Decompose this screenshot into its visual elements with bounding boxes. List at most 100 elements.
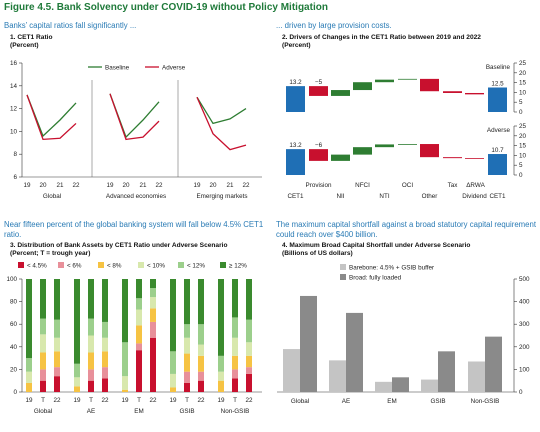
panel4-broad-bar (346, 312, 363, 392)
panel2-scenario-label: Adverse (487, 127, 511, 134)
panel3-stack-segment (54, 337, 60, 352)
panel3-group-label: AE (87, 408, 95, 415)
panel4-title: 4. Maximum Broad Capital Shortfall under… (282, 242, 470, 258)
panel3-legend-label: < 12% (187, 263, 205, 270)
panel3-stack-segment (150, 337, 156, 392)
panel3-stack-segment (136, 325, 142, 344)
panel1-x-tick-label: 19 (23, 182, 31, 189)
panel3-stack-segment (88, 352, 94, 370)
panel3-stack-segment (198, 279, 204, 325)
panel3-stack-segment (26, 382, 32, 392)
panel3-group-label: GSIB (179, 408, 194, 415)
panel3-stack-segment (102, 279, 108, 322)
panel3-stack-segment (184, 279, 190, 325)
panel2-start-value-label: 13.2 (289, 142, 302, 149)
panel3-stack-segment (246, 355, 252, 368)
panel3-legend-swatch (98, 262, 104, 268)
panel1-y-tick-label: 10 (10, 128, 18, 135)
panel3-y-tick-label: 80 (10, 299, 18, 306)
panel2-category-label: ΔRWA (466, 182, 485, 189)
panel3-stack-segment (170, 351, 176, 374)
panel4-y-tick-label: 200 (519, 344, 530, 351)
section-heading-bottom-right: The maximum capital shortfall against a … (276, 220, 537, 239)
panel2-category-label: Other (422, 193, 438, 200)
panel3-stack-segment (54, 351, 60, 368)
panel1-y-tick-label: 14 (10, 83, 18, 90)
panel1-title-line2: (Percent) (10, 42, 39, 49)
panel3-stack-segment (218, 380, 224, 392)
panel3-stack-segment (122, 376, 128, 390)
panel3-stack-segment (122, 342, 128, 377)
panel3-y-tick-label: 40 (10, 344, 18, 351)
panel2-y-tick-label: 20 (519, 70, 527, 77)
panel2-category-label: NTI (379, 193, 389, 200)
section-heading-top-right: ... driven by large provision costs. (276, 21, 392, 30)
panel3-legend-swatch (178, 262, 184, 268)
panel2-end-value-label: 12.5 (491, 81, 504, 88)
panel3-stack-segment (88, 279, 94, 319)
panel3-legend-label: < 8% (107, 263, 122, 270)
panel2-category-label: NFCI (355, 182, 370, 189)
panel2-end-cet1-bar (488, 154, 507, 175)
panel2-driver-bar (309, 149, 328, 161)
panel3-stack-segment (54, 376, 60, 392)
panel3-x-tick-label: 22 (245, 397, 253, 404)
panel1-y-tick-label: 16 (10, 60, 18, 67)
panel3-x-tick-label: T (185, 397, 189, 404)
figure-title: Figure 4.5. Bank Solvency under COVID-19… (4, 2, 328, 13)
panel3-stack-segment (26, 279, 32, 359)
panel2-start-value-label: 13.2 (289, 79, 302, 86)
panel4-barebone-bar (329, 360, 346, 392)
panel3-stack-segment (184, 371, 190, 383)
section-heading-top-left: Banks’ capital ratios fall significantly… (4, 21, 137, 30)
panel1-x-tick-label: 19 (193, 182, 201, 189)
panel3-stack-segment (150, 321, 156, 338)
panel2-driver-bar (398, 144, 417, 145)
panel4-broad-bar (438, 351, 455, 392)
panel3-stack-segment (184, 337, 190, 354)
panel1-x-tick-label: 22 (155, 182, 163, 189)
panel1-group-label: Emerging markets (196, 193, 247, 200)
panel3-stack-segment (246, 342, 252, 356)
panel3-stack-segment (74, 279, 80, 364)
panel3-stack-segment (74, 363, 80, 378)
panel1-title-line1: 1. CET1 Ratio (10, 34, 53, 41)
panel3-title-line2: (Percent; T = trough year) (10, 250, 91, 257)
panel3-stack-segment (74, 386, 80, 392)
panel2-driver-bar (465, 158, 484, 159)
panel2-first-delta-label: −6 (315, 142, 323, 149)
panel2-driver-bar (420, 144, 439, 158)
panel3-stack-segment (88, 318, 94, 336)
panel1-x-tick-label: 21 (226, 182, 234, 189)
panel3-stack-segment (88, 335, 94, 353)
panel3-stack-segment (26, 358, 32, 372)
panel2-category-label: OCI (402, 182, 413, 189)
panel1-legend-adverse-label: Adverse (162, 65, 186, 72)
panel3-stack-segment (198, 324, 204, 345)
panel2-title-line2: (Percent) (282, 42, 311, 49)
panel2-driver-bar (443, 91, 462, 93)
panel3-stack-segment (246, 279, 252, 320)
panel1-x-tick-label: 20 (122, 182, 130, 189)
panel3-stack-segment (102, 378, 108, 392)
panel4-broad-bar (392, 377, 409, 392)
panel3-stack-segment (54, 319, 60, 338)
panel3-legend-swatch (138, 262, 144, 268)
panel2-scenario-label: Baseline (486, 64, 511, 71)
panel3-stack-segment (232, 279, 238, 318)
panel3-stack-segment (218, 371, 224, 381)
panel3-x-tick-label: 19 (169, 397, 177, 404)
panel3-x-tick-label: T (41, 397, 45, 404)
panel3-stack-segment (102, 321, 108, 338)
panel2-y-tick-label: 20 (519, 133, 527, 140)
panel2-driver-bar (331, 154, 350, 161)
panel2-start-cet1-bar (286, 149, 305, 175)
panel1-title: 1. CET1 Ratio (Percent) (10, 34, 53, 50)
panel3-stack-segment (170, 279, 176, 352)
panel3-stack-segment (218, 279, 224, 356)
panel3-stack-segment (150, 288, 156, 298)
panel3-stack-segment (198, 371, 204, 381)
panel4-category-label: Global (291, 398, 309, 405)
panel3-stack-segment (198, 380, 204, 392)
